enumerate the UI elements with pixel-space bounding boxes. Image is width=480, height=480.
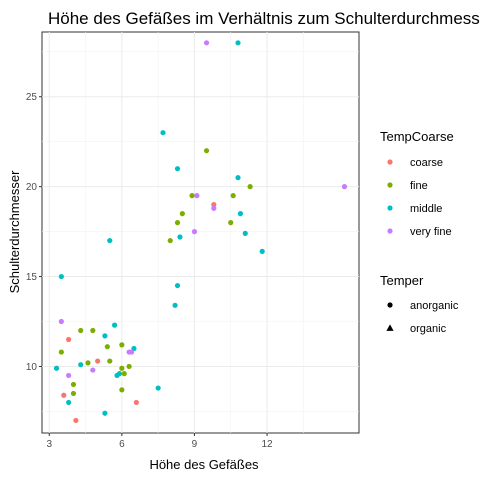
data-point <box>172 302 178 308</box>
data-point <box>133 399 139 406</box>
legend-label-middle: middle <box>410 203 442 215</box>
legend-key-fine <box>387 182 393 188</box>
data-point <box>259 248 265 254</box>
data-point <box>73 417 79 424</box>
data-point <box>203 40 210 46</box>
data-point <box>155 385 161 391</box>
data-point <box>119 387 125 393</box>
data-point <box>102 333 108 339</box>
data-point <box>119 342 125 348</box>
legend-temper: Temper anorganic organic <box>380 273 459 335</box>
data-point <box>107 237 113 244</box>
data-point <box>66 399 72 406</box>
x-axis-title: Höhe des Gefäßes <box>149 457 259 472</box>
y-tick-label: 20 <box>26 182 38 193</box>
data-point <box>126 363 132 370</box>
y-axis-title: Schulterdurchmesser <box>7 170 22 293</box>
data-point <box>78 327 84 334</box>
data-point <box>211 205 217 211</box>
legend-key-anorganic <box>387 302 393 308</box>
data-point <box>121 371 127 377</box>
legend-temper-title: Temper <box>380 273 424 288</box>
data-point <box>211 202 217 208</box>
data-point <box>70 381 77 388</box>
legend-key-coarse <box>387 159 393 165</box>
data-point <box>95 358 101 364</box>
data-point <box>90 327 96 334</box>
y-tick-label: 10 <box>26 362 38 373</box>
x-tick-label: 9 <box>192 439 198 450</box>
legend-label-organic: organic <box>410 323 447 335</box>
data-point <box>160 130 166 136</box>
data-point <box>85 360 91 366</box>
x-tick-label: 12 <box>261 439 273 450</box>
plot-area <box>41 31 360 434</box>
data-point <box>78 362 84 368</box>
data-point <box>167 237 173 244</box>
grid-minor <box>42 32 359 433</box>
y-tick-label: 25 <box>26 92 38 103</box>
data-point <box>102 410 108 416</box>
data-point <box>53 365 60 371</box>
legend-key-very-fine <box>387 228 393 234</box>
data-point <box>177 234 183 240</box>
legend-label-anorganic: anorganic <box>410 300 459 312</box>
data-point <box>174 282 181 289</box>
data-point <box>128 349 135 355</box>
data-point <box>58 349 64 355</box>
legend-label-fine: fine <box>410 180 428 192</box>
data-point <box>66 336 72 343</box>
data-point <box>230 193 236 199</box>
data-point <box>247 184 253 190</box>
data-point <box>119 365 125 371</box>
data-point <box>70 390 77 397</box>
data-point <box>191 229 198 235</box>
data-point <box>58 273 64 280</box>
legend-tempcoarse: TempCoarse coarse fine middle very fine <box>380 129 454 238</box>
data-points <box>53 40 348 424</box>
x-tick-label: 3 <box>46 439 52 450</box>
data-point <box>228 220 234 226</box>
data-point <box>66 372 72 379</box>
data-point <box>116 371 123 377</box>
y-tick-label: 15 <box>26 272 38 283</box>
legend-label-coarse: coarse <box>410 157 443 169</box>
data-point <box>235 175 241 181</box>
data-point <box>111 322 118 328</box>
legend-key-middle <box>387 205 393 211</box>
data-point <box>61 392 67 398</box>
legend-tempcoarse-title: TempCoarse <box>380 129 454 144</box>
data-point <box>174 166 181 172</box>
data-point <box>203 148 210 154</box>
data-point <box>107 358 113 364</box>
data-point <box>235 40 241 46</box>
data-point <box>174 220 181 226</box>
data-point <box>179 211 185 217</box>
data-point <box>189 193 195 199</box>
x-axis: 3 6 9 12 <box>46 433 273 450</box>
data-point <box>194 193 200 199</box>
plot-panel <box>41 31 360 434</box>
x-tick-label: 6 <box>119 439 125 450</box>
legend-key-organic <box>386 324 394 331</box>
data-point <box>90 367 96 373</box>
data-point <box>341 184 348 190</box>
y-axis: 10 15 20 25 <box>26 92 42 373</box>
grid-major <box>42 32 359 433</box>
data-point <box>242 230 248 236</box>
data-point <box>58 318 64 325</box>
data-point <box>104 344 110 350</box>
data-point <box>237 211 244 217</box>
legend-label-very-fine: very fine <box>410 226 452 238</box>
chart-title: Höhe des Gefäßes im Verhältnis zum Schul… <box>48 9 480 28</box>
